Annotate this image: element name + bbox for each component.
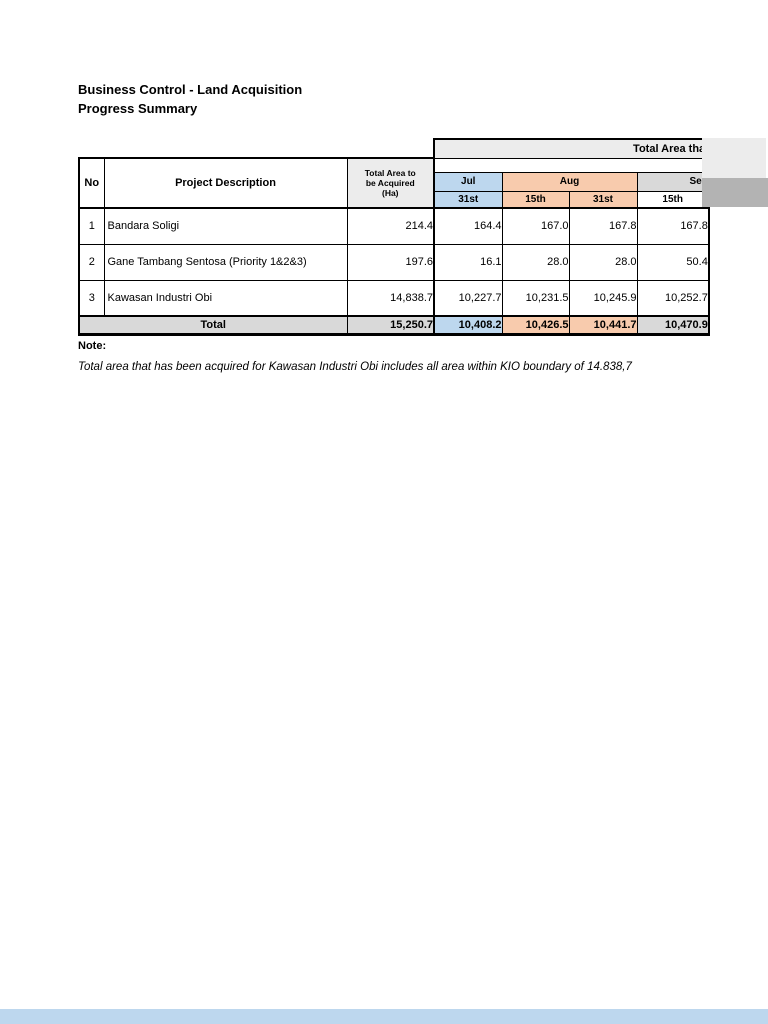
cell-aug-15: 28.0 (501, 243, 570, 281)
page-title-line1: Business Control - Land Acquisition (78, 82, 303, 97)
col-header-no: No (78, 157, 105, 209)
note-label: Note: (78, 340, 107, 352)
cell-aug-31: 167.8 (568, 207, 638, 245)
cell-sep-15: 50.4 (636, 243, 710, 281)
cell-jul-31: 16.1 (433, 243, 503, 281)
cell-total-area: 197.6 (346, 243, 435, 281)
area-header-line3: (Ha) (381, 188, 399, 198)
area-header-line2: be Acquired (365, 178, 415, 188)
spacer-cell (79, 139, 434, 158)
cell-description: Bandara Soligi (103, 207, 348, 245)
table-row: 3 Kawasan Industri Obi 14,838.7 10,227.7… (78, 279, 710, 317)
cell-description: Gane Tambang Sentosa (Priority 1&2&3) (103, 243, 348, 281)
date-header-aug-31: 31st (568, 190, 638, 209)
month-header-sep: Sep (636, 171, 710, 192)
page-title-line2: Progress Summary (78, 101, 198, 116)
table-row: 2 Gane Tambang Sentosa (Priority 1&2&3) … (78, 243, 710, 281)
cell-aug-31: 28.0 (568, 243, 638, 281)
total-aug-15: 10,426.5 (501, 315, 570, 336)
total-label: Total (78, 315, 348, 336)
spanning-header: Total Area that (433, 138, 709, 159)
cell-no: 1 (78, 207, 105, 245)
cut-column-header-shade (702, 138, 766, 178)
cell-total-area: 14,838.7 (346, 279, 435, 317)
cell-jul-31: 10,227.7 (433, 279, 503, 317)
cell-sep-15: 167.8 (636, 207, 710, 245)
table-row: 1 Bandara Soligi 214.4 164.4 167.0 167.8… (78, 207, 710, 245)
progress-table: Total Area that No Project Description T… (78, 138, 710, 336)
cell-aug-15: 10,231.5 (501, 279, 570, 317)
cell-no: 3 (78, 279, 105, 317)
cell-sep-15: 10,252.7 (636, 279, 710, 317)
total-area: 15,250.7 (346, 315, 435, 336)
area-header-line1: Total Area to (364, 168, 416, 178)
header-row: No Project Description Total Area to be … (78, 157, 710, 209)
month-header-aug: Aug (501, 171, 638, 192)
cell-aug-15: 167.0 (501, 207, 570, 245)
spanning-header-row: Total Area that (79, 138, 709, 159)
date-header-sep-15: 15th (636, 190, 710, 209)
page-title: Business Control - Land Acquisition Prog… (78, 80, 302, 118)
date-header-gap (433, 158, 710, 172)
cell-jul-31: 164.4 (433, 207, 503, 245)
col-header-description: Project Description (103, 157, 348, 209)
cell-aug-31: 10,245.9 (568, 279, 638, 317)
total-jul-31: 10,408.2 (433, 315, 503, 336)
note-text: Total area that has been acquired for Ka… (78, 361, 632, 373)
date-header-jul-31: 31st (433, 190, 503, 209)
bottom-band (0, 1009, 768, 1024)
date-header-aug-15: 15th (501, 190, 570, 209)
col-header-total-area: Total Area to be Acquired (Ha) (346, 157, 435, 209)
month-header-jul: Jul (433, 171, 503, 192)
total-row: Total 15,250.7 10,408.2 10,426.5 10,441.… (78, 315, 710, 336)
total-aug-31: 10,441.7 (568, 315, 638, 336)
cell-total-area: 214.4 (346, 207, 435, 245)
total-sep-15: 10,470.9 (636, 315, 710, 336)
date-header-row: 31st 15th 31st 15th (79, 190, 710, 209)
cell-description: Kawasan Industri Obi (103, 279, 348, 317)
cut-column-subheader-shade (702, 178, 768, 207)
cell-no: 2 (78, 243, 105, 281)
